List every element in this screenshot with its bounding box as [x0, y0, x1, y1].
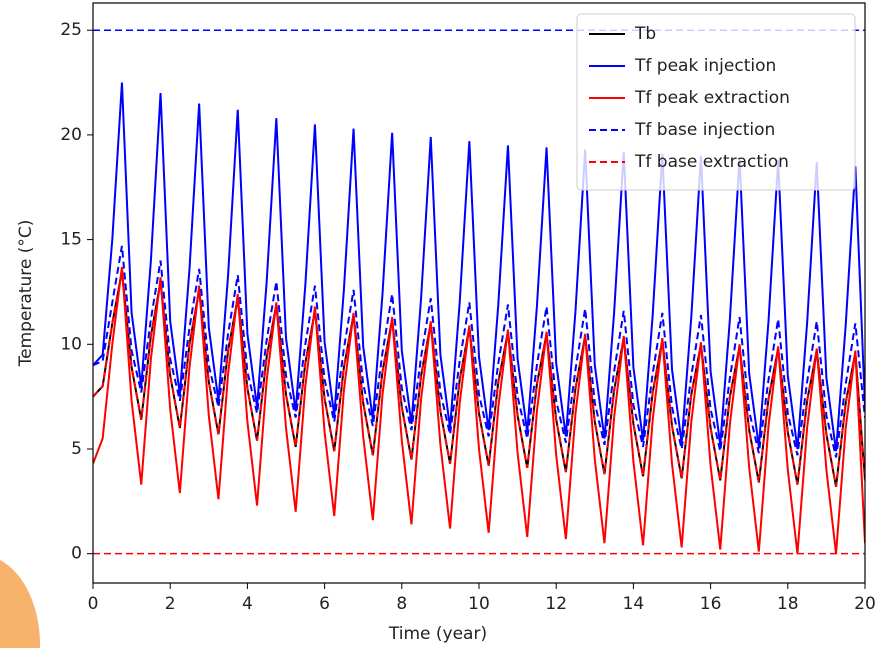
legend-label: Tf peak extraction	[634, 88, 790, 108]
x-tick-label: 12	[545, 594, 567, 614]
y-tick-label: 25	[60, 20, 82, 40]
legend-label: Tf base extraction	[634, 152, 789, 172]
decoration	[0, 560, 41, 648]
series-line	[93, 270, 865, 487]
x-tick-label: 8	[396, 594, 407, 614]
x-tick-label: 18	[777, 594, 799, 614]
x-tick-label: 0	[88, 594, 99, 614]
y-tick-label: 10	[60, 334, 82, 354]
legend: Tb Tf peak injection Tf peak extraction Tf …	[576, 13, 856, 191]
x-tick-label: 20	[854, 594, 876, 614]
y-tick-label: 5	[71, 439, 82, 459]
x-tick-label: 4	[242, 594, 253, 614]
y-tick-label: 15	[60, 230, 82, 250]
x-tick-label: 16	[700, 594, 722, 614]
y-axis-label: Temperature (°C)	[16, 220, 36, 368]
x-tick-label: 6	[319, 594, 330, 614]
series-line	[93, 266, 865, 554]
y-tick-label: 20	[60, 125, 82, 145]
legend-label: Tb	[634, 24, 656, 44]
legend-label: Tf base injection	[634, 120, 775, 140]
x-tick-label: 14	[623, 594, 645, 614]
legend-label: Tf peak injection	[634, 56, 776, 76]
x-tick-label: 10	[468, 594, 490, 614]
series-line	[93, 245, 865, 458]
plot-area	[93, 29, 865, 555]
x-tick-label: 2	[165, 594, 176, 614]
legend-box	[576, 13, 856, 191]
y-tick-label: 0	[71, 544, 82, 564]
x-axis-label: Time (year)	[388, 624, 487, 644]
series-line	[93, 82, 865, 452]
